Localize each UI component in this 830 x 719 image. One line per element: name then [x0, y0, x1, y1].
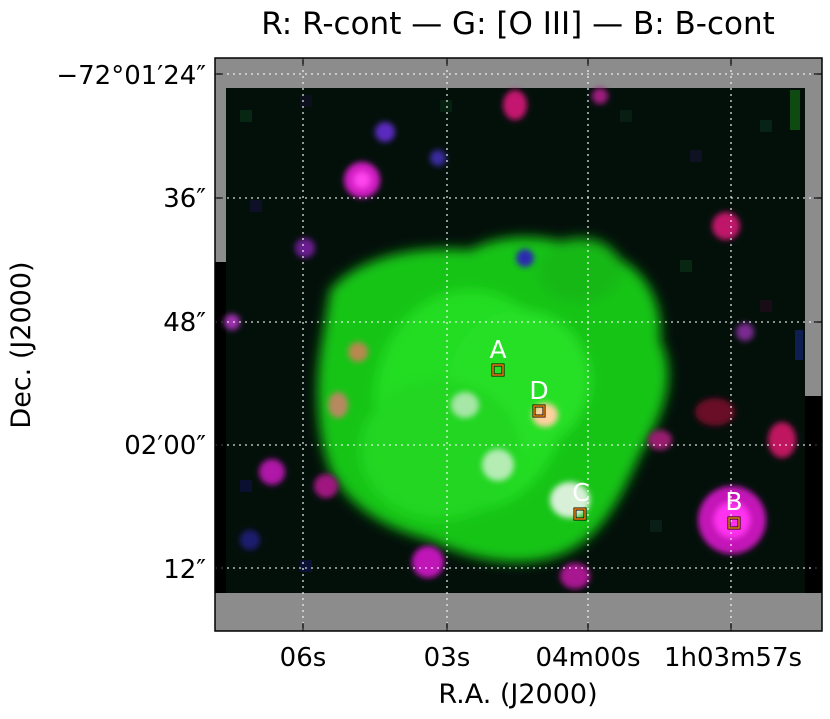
y-tick-label: 48″ [163, 308, 206, 338]
tick-marks [215, 58, 822, 631]
marker-B: B [725, 487, 743, 530]
y-tick-label: 02′00″ [124, 431, 206, 461]
x-tick-label: 04m00s [535, 643, 640, 673]
marker-label-D: D [529, 376, 548, 405]
marker-label-B: B [725, 487, 742, 516]
x-tick-label: 03s [424, 643, 471, 673]
x-tick-labels: 06s 03s 04m00s 1h03m57s [280, 643, 802, 673]
grid [215, 58, 822, 631]
plot-frame [214, 57, 823, 632]
x-tick-label: 1h03m57s [664, 643, 802, 673]
y-axis-label: Dec. (J2000) [6, 261, 37, 428]
y-tick-label: 36″ [163, 184, 206, 214]
y-tick-label: 12″ [163, 555, 206, 585]
background-noise [240, 90, 803, 572]
marker-C: C [572, 478, 590, 521]
figure-title: R: R-cont — G: [O III] — B: B-cont [261, 6, 775, 42]
stars [224, 88, 796, 589]
marker-label-A: A [489, 335, 506, 364]
marker-label-C: C [572, 478, 589, 507]
y-tick-label: −72°01′24″ [56, 61, 206, 91]
marker-D: D [529, 376, 549, 418]
marker-A: A [489, 335, 507, 377]
y-tick-labels: −72°01′24″ 36″ 48″ 02′00″ 12″ [56, 61, 206, 585]
image-panel [215, 58, 822, 631]
x-tick-label: 06s [280, 643, 327, 673]
x-axis-label: R.A. (J2000) [438, 679, 597, 710]
